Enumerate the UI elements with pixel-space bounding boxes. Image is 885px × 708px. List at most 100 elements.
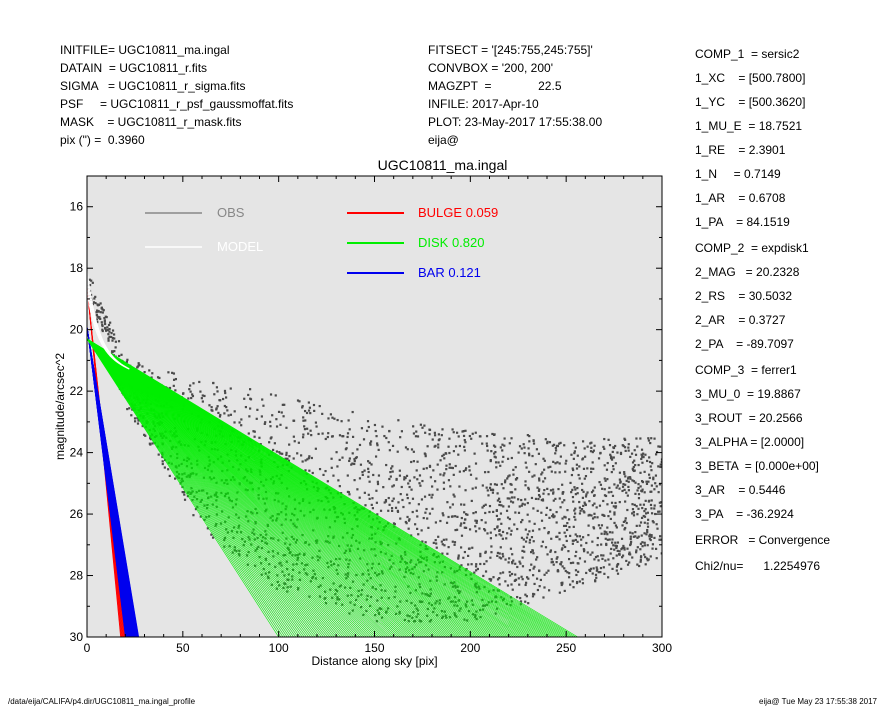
- obs-point: [498, 577, 501, 580]
- obs-point: [571, 542, 574, 545]
- obs-point: [659, 465, 662, 469]
- obs-point: [303, 409, 307, 413]
- obs-point: [603, 488, 606, 491]
- legend-label-obs: OBS: [217, 205, 245, 220]
- obs-point: [428, 493, 431, 497]
- obs-point: [615, 546, 618, 549]
- header-mid-line: MAGZPT = 22.5: [428, 79, 562, 93]
- obs-point: [347, 419, 350, 422]
- obs-point: [492, 444, 496, 447]
- obs-point: [510, 437, 513, 440]
- obs-point: [643, 544, 646, 547]
- obs-point: [534, 463, 537, 466]
- obs-point: [136, 422, 140, 425]
- obs-point: [442, 538, 445, 541]
- obs-point: [376, 609, 379, 612]
- obs-point: [660, 552, 662, 555]
- obs-point: [494, 450, 497, 454]
- obs-point: [246, 563, 249, 566]
- obs-point: [494, 445, 497, 448]
- obs-point: [309, 412, 312, 415]
- obs-point: [336, 465, 339, 468]
- obs-point: [99, 311, 102, 314]
- obs-point: [511, 553, 514, 556]
- obs-point: [499, 446, 502, 449]
- obs-point: [367, 493, 370, 496]
- obs-point: [507, 561, 510, 564]
- obs-point: [371, 562, 374, 565]
- obs-point: [641, 541, 644, 544]
- obs-point: [606, 503, 609, 506]
- obs-point: [583, 477, 586, 480]
- obs-point: [167, 468, 170, 471]
- obs-point: [244, 405, 248, 409]
- obs-point: [637, 535, 640, 538]
- obs-point: [526, 513, 529, 516]
- obs-point: [501, 552, 504, 556]
- obs-point: [442, 514, 445, 517]
- obs-point: [634, 535, 637, 538]
- obs-point: [297, 586, 300, 590]
- obs-point: [628, 553, 631, 556]
- obs-point: [623, 488, 626, 491]
- obs-point: [447, 479, 451, 482]
- obs-point: [506, 532, 509, 535]
- obs-point: [610, 490, 613, 494]
- obs-point: [592, 527, 596, 530]
- obs-point: [574, 493, 577, 496]
- obs-point: [210, 409, 213, 412]
- obs-point: [513, 579, 516, 583]
- obs-point: [639, 542, 643, 545]
- obs-point: [573, 509, 576, 512]
- obs-point: [511, 588, 514, 591]
- obs-point: [361, 473, 364, 477]
- obs-point: [475, 521, 478, 524]
- obs-point: [490, 545, 493, 548]
- obs-point: [498, 583, 501, 586]
- obs-point: [424, 455, 427, 458]
- obs-point: [236, 531, 239, 534]
- obs-point: [260, 562, 263, 565]
- obs-point: [346, 575, 349, 578]
- obs-point: [488, 504, 492, 508]
- obs-point: [454, 515, 457, 518]
- obs-point: [442, 481, 445, 484]
- obs-point: [481, 484, 484, 487]
- obs-point: [607, 438, 610, 441]
- obs-point: [143, 370, 146, 374]
- obs-point: [350, 463, 353, 466]
- obs-point: [511, 501, 515, 504]
- obs-point: [622, 544, 625, 548]
- obs-point: [490, 600, 493, 603]
- obs-point: [223, 545, 226, 548]
- obs-point: [390, 467, 393, 470]
- obs-point: [410, 559, 413, 562]
- obs-point: [488, 577, 491, 581]
- obs-point: [483, 529, 487, 532]
- obs-point: [399, 517, 402, 520]
- obs-point: [363, 469, 366, 472]
- obs-point: [107, 339, 110, 342]
- obs-point: [560, 583, 563, 587]
- obs-point: [224, 391, 227, 395]
- obs-point: [474, 525, 477, 528]
- obs-point: [563, 531, 566, 534]
- obs-point: [650, 534, 653, 537]
- obs-point: [648, 476, 651, 479]
- obs-point: [348, 457, 351, 460]
- obs-point: [167, 371, 170, 374]
- obs-point: [646, 522, 649, 525]
- obs-point: [590, 470, 593, 474]
- obs-point: [616, 549, 619, 552]
- obs-point: [554, 550, 557, 554]
- obs-point: [629, 455, 632, 459]
- obs-point: [525, 536, 529, 539]
- obs-point: [224, 396, 228, 399]
- obs-point: [410, 460, 413, 464]
- obs-point: [192, 382, 195, 385]
- obs-point: [297, 441, 300, 444]
- obs-point: [569, 583, 572, 586]
- obs-point: [643, 491, 646, 494]
- obs-point: [583, 560, 587, 563]
- obs-point: [334, 602, 338, 605]
